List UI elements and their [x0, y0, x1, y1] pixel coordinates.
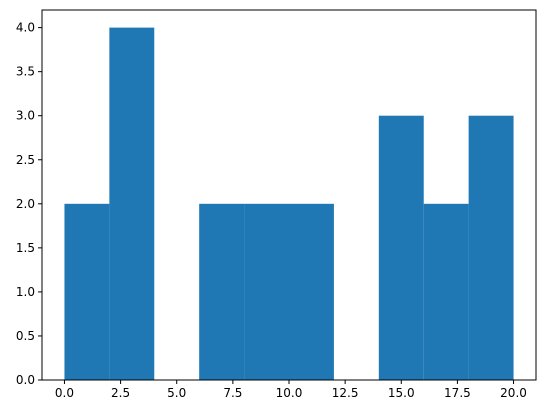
y-tick-label-6: 3.0 [16, 109, 35, 123]
x-tick-label-8: 20.0 [500, 386, 527, 400]
histogram-bar-9 [468, 115, 514, 380]
y-tick-label-8: 4.0 [16, 21, 35, 35]
y-tick-label-2: 1.0 [16, 285, 35, 299]
histogram-bar-1 [109, 27, 155, 380]
y-tick-label-3: 1.5 [16, 241, 35, 255]
y-tick-label-4: 2.0 [16, 197, 35, 211]
x-tick-label-5: 12.5 [332, 386, 359, 400]
x-tick-label-0: 0.0 [55, 386, 74, 400]
y-tick-label-5: 2.5 [16, 153, 35, 167]
ticks-group: 0.0 2.5 5.0 7.5 10.0 12.5 15.0 17.5 20.0 0.0 0.5 1.… [16, 21, 527, 400]
y-tick-label-7: 3.5 [16, 65, 35, 79]
x-tick-label-4: 10.0 [276, 386, 303, 400]
x-tick-label-1: 2.5 [111, 386, 130, 400]
histogram-bar-7 [378, 115, 424, 380]
x-tick-label-6: 15.0 [388, 386, 415, 400]
bars-group [64, 27, 514, 380]
histogram-bar-4 [244, 203, 289, 380]
histogram-bar-8 [423, 203, 469, 380]
histogram-bar-3 [199, 203, 245, 380]
plot-frame [41, 9, 537, 381]
x-tick-label-2: 5.0 [167, 386, 186, 400]
x-tick-label-3: 7.5 [223, 386, 242, 400]
histogram-bar-5 [289, 203, 334, 380]
x-tick-label-7: 17.5 [444, 386, 471, 400]
histogram-bar-0 [64, 203, 110, 380]
y-tick-label-0: 0.0 [16, 373, 35, 387]
y-tick-label-1: 0.5 [16, 329, 35, 343]
